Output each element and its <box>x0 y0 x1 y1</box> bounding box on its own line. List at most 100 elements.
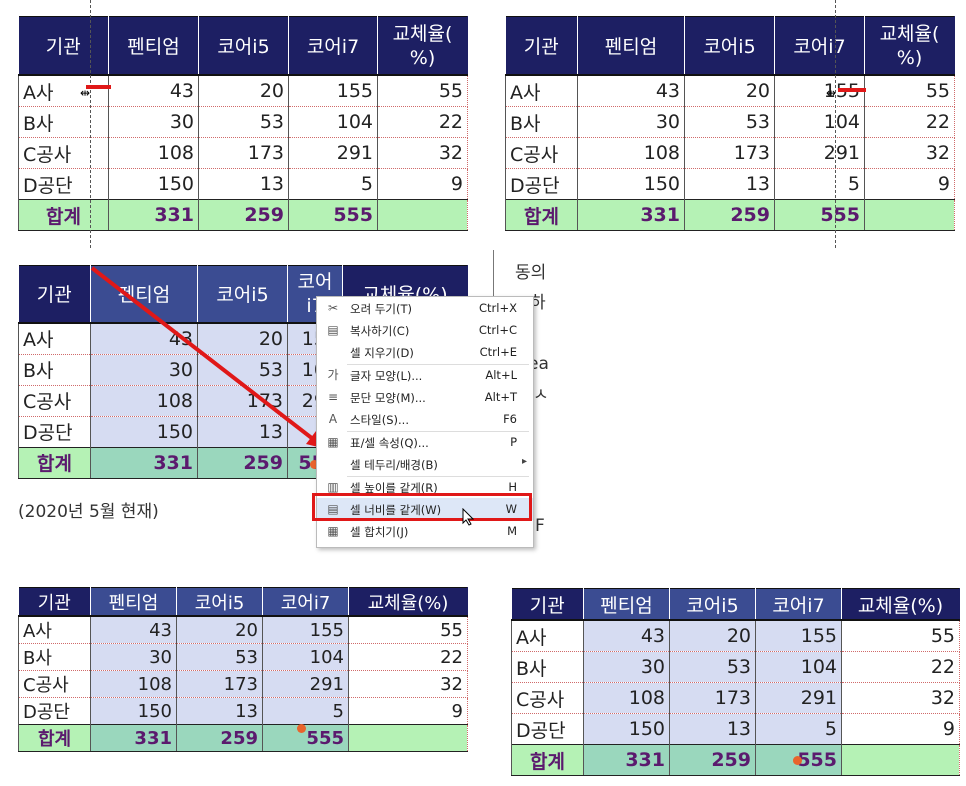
cell[interactable]: 259 <box>176 724 263 752</box>
cell[interactable]: 291 <box>755 682 842 714</box>
header-cell[interactable]: 기관 <box>18 587 91 617</box>
cell[interactable]: 53 <box>198 106 289 138</box>
cell[interactable]: 259 <box>198 199 289 231</box>
cell[interactable]: B사 <box>18 354 91 386</box>
cell[interactable]: 30 <box>90 643 177 671</box>
cell[interactable]: 104 <box>288 106 378 138</box>
cell[interactable]: 55 <box>841 620 960 652</box>
menu-item-cell-border[interactable]: 셀 테두리/배경(B) ▸ <box>317 453 533 475</box>
cell[interactable]: 13 <box>198 168 289 200</box>
cell[interactable]: 331 <box>108 199 199 231</box>
cell[interactable]: 43 <box>90 322 198 355</box>
cell[interactable]: 22 <box>348 643 468 671</box>
cell[interactable]: 331 <box>577 199 685 231</box>
cell[interactable]: 30 <box>108 106 199 138</box>
cell[interactable]: 150 <box>577 168 685 200</box>
cell[interactable]: 150 <box>90 416 198 448</box>
cell[interactable]: C공사 <box>18 670 91 698</box>
cell[interactable]: 173 <box>684 137 775 169</box>
cell[interactable]: 173 <box>176 670 263 698</box>
cell[interactable]: 291 <box>262 670 349 698</box>
cell[interactable]: 20 <box>669 620 756 652</box>
header-cell[interactable]: 코어i7 <box>262 587 349 617</box>
cell[interactable]: 150 <box>583 713 670 745</box>
header-cell[interactable]: 기관 <box>18 265 91 324</box>
header-cell[interactable]: 펜티엄 <box>583 588 670 621</box>
cell[interactable]: C공사 <box>18 385 91 417</box>
cell[interactable]: 20 <box>198 75 289 107</box>
header-cell[interactable]: 코어i7 <box>774 16 865 76</box>
cell[interactable] <box>864 199 955 231</box>
cell[interactable]: 합계 <box>18 446 91 479</box>
cell[interactable]: 합계 <box>505 199 578 231</box>
cell[interactable]: 43 <box>583 620 670 652</box>
header-cell[interactable]: 교체율(%) <box>841 588 960 621</box>
cell[interactable]: 32 <box>841 682 960 714</box>
cell[interactable]: 32 <box>377 137 468 169</box>
menu-item-clear-cell[interactable]: 셀 지우기(D) Ctrl+E <box>317 341 533 363</box>
cell[interactable]: 합계 <box>511 744 584 776</box>
cell[interactable]: 108 <box>577 137 685 169</box>
header-cell[interactable]: 교체율(%) <box>348 587 468 617</box>
cell[interactable]: 53 <box>176 643 263 671</box>
cell[interactable]: 155 <box>262 616 349 644</box>
header-cell[interactable]: 코어i5 <box>669 588 756 621</box>
cell[interactable]: C공사 <box>511 682 584 714</box>
cell[interactable]: 108 <box>108 137 199 169</box>
cell[interactable]: 173 <box>669 682 756 714</box>
cell[interactable]: 291 <box>774 137 865 169</box>
menu-item-para-format[interactable]: ≡ 문단 모양(M)... Alt+T <box>317 386 533 408</box>
cell[interactable]: B사 <box>18 106 109 138</box>
cell[interactable]: D공단 <box>511 713 584 745</box>
header-cell[interactable]: 펜티엄 <box>577 16 685 76</box>
menu-item-style[interactable]: A 스타일(S)... F6 <box>317 408 533 430</box>
menu-item-equal-height[interactable]: ▥ 셀 높이를 같게(R) H <box>317 476 533 498</box>
cell[interactable]: 259 <box>197 446 288 479</box>
menu-item-copy[interactable]: ▤ 복사하기(C) Ctrl+C <box>317 319 533 341</box>
context-menu[interactable]: ✂ 오려 두기(T) Ctrl+X ▤ 복사하기(C) Ctrl+C 셀 지우기(D) C… <box>316 296 534 548</box>
cell[interactable]: 108 <box>90 385 198 417</box>
cell[interactable]: B사 <box>18 643 91 671</box>
cell[interactable]: 9 <box>377 168 468 200</box>
header-cell[interactable]: 펜티엄 <box>90 587 177 617</box>
header-cell[interactable]: 코어i7 <box>288 16 378 76</box>
cell[interactable]: 9 <box>348 697 468 725</box>
cell[interactable]: 108 <box>90 670 177 698</box>
cell[interactable]: C공사 <box>18 137 109 169</box>
cell[interactable]: 43 <box>108 75 199 107</box>
cell[interactable]: 13 <box>176 697 263 725</box>
cell[interactable]: 30 <box>90 354 198 386</box>
cell[interactable]: 104 <box>755 651 842 683</box>
cell[interactable]: 5 <box>755 713 842 745</box>
cell[interactable]: 331 <box>90 446 198 479</box>
cell[interactable]: 22 <box>841 651 960 683</box>
cell[interactable]: 20 <box>197 322 288 355</box>
menu-item-merge-cells[interactable]: ▦ 셀 합치기(J) M <box>317 520 533 542</box>
header-cell[interactable]: 코어i5 <box>198 16 289 76</box>
cell[interactable]: 259 <box>684 199 775 231</box>
cell[interactable]: A사 <box>505 75 578 107</box>
cell[interactable]: A사 <box>511 620 584 652</box>
menu-item-char-format[interactable]: 가 글자 모양(L)... Alt+L <box>317 364 533 386</box>
cell[interactable]: 104 <box>262 643 349 671</box>
cell[interactable]: B사 <box>505 106 578 138</box>
cell[interactable]: 32 <box>348 670 468 698</box>
cell[interactable] <box>348 724 468 752</box>
cell[interactable]: 53 <box>684 106 775 138</box>
cell[interactable]: 합계 <box>18 199 109 231</box>
cell[interactable]: 합계 <box>18 724 91 752</box>
cell[interactable]: 22 <box>377 106 468 138</box>
table-1[interactable]: 기관 펜티엄 코어i5 코어i7 교체율(%) A사 43 20 155 55 B사 30… <box>18 16 468 231</box>
cell[interactable]: A사 <box>18 616 91 644</box>
cell[interactable]: 331 <box>90 724 177 752</box>
cell[interactable] <box>377 199 468 231</box>
cell[interactable]: 9 <box>841 713 960 745</box>
cell[interactable]: 150 <box>108 168 199 200</box>
header-cell[interactable]: 펜티엄 <box>108 16 199 76</box>
header-cell[interactable]: 코어i5 <box>684 16 775 76</box>
cell[interactable] <box>841 744 960 776</box>
cell[interactable]: 30 <box>577 106 685 138</box>
cell[interactable]: 150 <box>90 697 177 725</box>
cell[interactable]: 259 <box>669 744 756 776</box>
